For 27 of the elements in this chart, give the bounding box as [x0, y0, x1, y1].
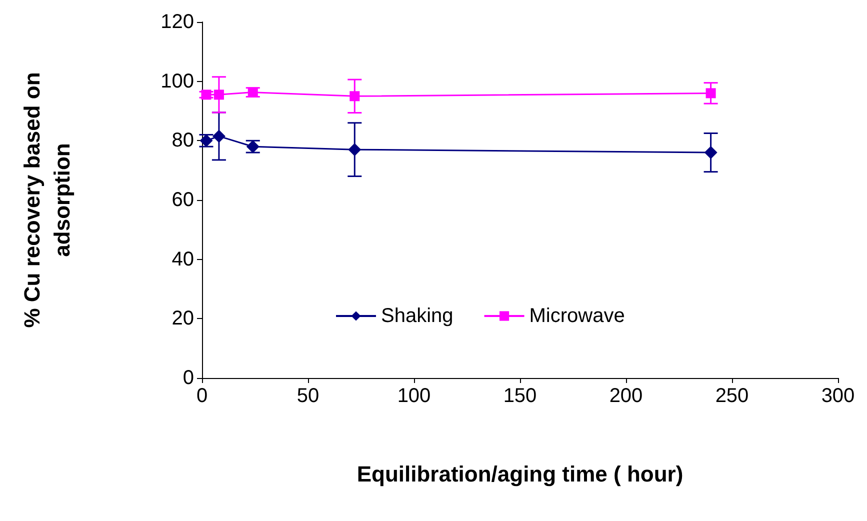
y-axis-title: % Cu recovery based on adsorption [20, 72, 74, 328]
x-tick-label: 300 [821, 385, 855, 407]
x-tick-label: 150 [503, 385, 537, 407]
y-tick-label: 20 [172, 308, 194, 330]
point [348, 143, 362, 156]
x-tick-label: 0 [196, 385, 208, 407]
point [350, 91, 360, 102]
point [200, 134, 213, 148]
x-axis-title: Equilibration/aging time ( hour) [356, 462, 684, 486]
y-tick-label: 60 [172, 189, 194, 211]
y-tick-label: 0 [182, 367, 194, 389]
point [214, 90, 224, 100]
point [212, 130, 226, 143]
x-tick-label: 200 [609, 385, 643, 407]
point [201, 90, 212, 100]
legend-label: Microwave [529, 305, 625, 327]
legend-label: Shaking [381, 305, 454, 327]
y-tick-label: 100 [160, 70, 194, 92]
x-tick-label: 50 [296, 385, 320, 407]
y-tick-label: 40 [172, 248, 194, 270]
point [706, 88, 716, 98]
x-tick-label: 250 [715, 385, 749, 407]
y-tick-label: 120 [160, 11, 194, 33]
point [704, 146, 718, 160]
y-tick-label: 80 [172, 130, 194, 152]
x-tick-label: 100 [397, 385, 431, 407]
point [248, 87, 258, 98]
